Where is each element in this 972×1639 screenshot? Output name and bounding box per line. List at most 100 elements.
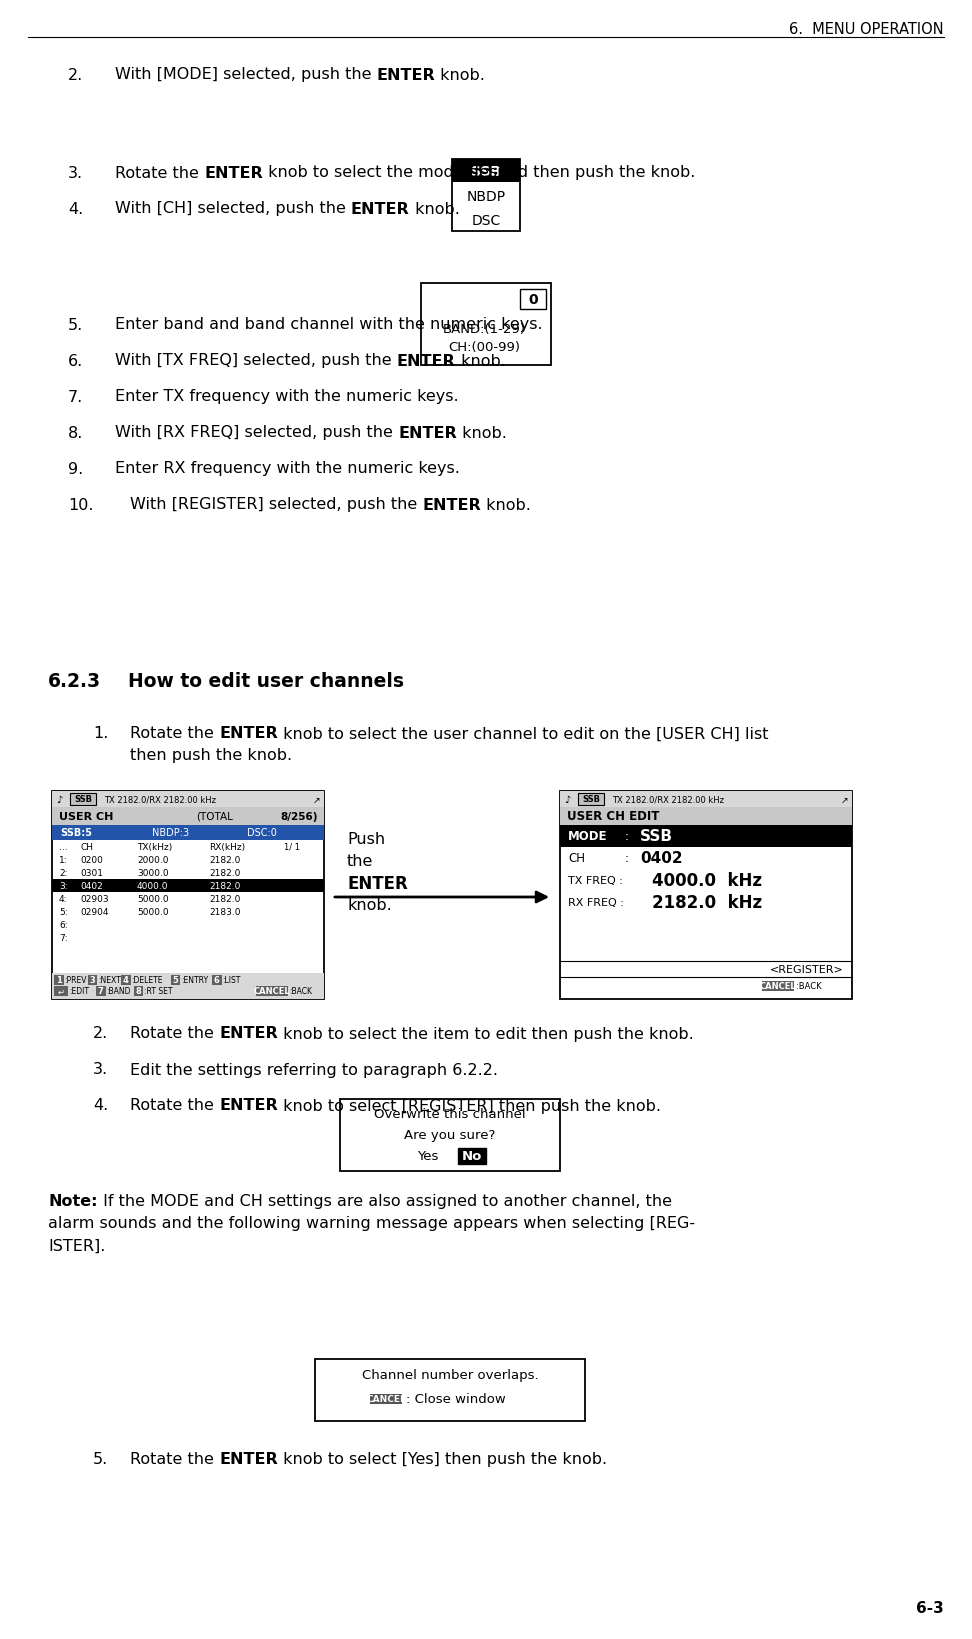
Text: BAND:(1-29): BAND:(1-29): [442, 323, 526, 336]
Text: 2182.0: 2182.0: [209, 856, 240, 864]
FancyBboxPatch shape: [560, 826, 852, 847]
Text: TX(kHz): TX(kHz): [137, 842, 172, 852]
Text: SSB: SSB: [640, 829, 673, 844]
Text: 1.: 1.: [93, 726, 108, 741]
Text: 2.: 2.: [93, 1026, 108, 1041]
FancyBboxPatch shape: [370, 1395, 402, 1405]
Text: With [TX FREQ] selected, push the: With [TX FREQ] selected, push the: [115, 354, 397, 369]
FancyBboxPatch shape: [52, 974, 324, 1000]
FancyBboxPatch shape: [52, 792, 324, 1000]
Text: ENTER: ENTER: [423, 497, 481, 511]
Text: 4: 4: [122, 975, 128, 985]
FancyBboxPatch shape: [578, 793, 604, 805]
Text: 0200: 0200: [80, 856, 103, 864]
Text: 3: 3: [89, 975, 95, 985]
FancyBboxPatch shape: [52, 792, 324, 808]
Text: :ENTRY: :ENTRY: [181, 975, 208, 985]
Text: ...: ...: [59, 842, 68, 852]
Text: With [MODE] selected, push the: With [MODE] selected, push the: [115, 67, 376, 82]
Text: ↗: ↗: [841, 795, 848, 805]
Text: If the MODE and CH settings are also assigned to another channel, the: If the MODE and CH settings are also ass…: [97, 1193, 672, 1210]
Text: 4:: 4:: [59, 895, 67, 903]
Text: 7:: 7:: [59, 934, 68, 942]
Text: ENTER: ENTER: [204, 166, 262, 180]
Text: knob.: knob.: [435, 67, 485, 82]
Text: :RT SET: :RT SET: [144, 987, 172, 997]
Text: knob to select [REGISTER] then push the knob.: knob to select [REGISTER] then push the …: [278, 1098, 661, 1113]
Text: :BAND: :BAND: [107, 987, 131, 997]
Text: 2182.0: 2182.0: [209, 882, 240, 890]
Text: :NEXT: :NEXT: [98, 975, 121, 985]
Text: 4000.0: 4000.0: [137, 882, 168, 890]
Text: 0402: 0402: [80, 882, 103, 890]
Text: :BACK: :BACK: [289, 987, 312, 997]
Text: (TOTAL: (TOTAL: [196, 811, 233, 821]
Text: 5:: 5:: [59, 908, 68, 916]
FancyBboxPatch shape: [458, 1149, 486, 1164]
FancyBboxPatch shape: [560, 792, 852, 1000]
Text: ENTER: ENTER: [398, 425, 457, 441]
Text: 8.: 8.: [68, 425, 84, 441]
Text: 8: 8: [135, 987, 141, 997]
Text: 3.: 3.: [68, 166, 84, 180]
Text: 1: 1: [55, 975, 61, 985]
Text: ♪: ♪: [56, 795, 62, 805]
Text: 6.: 6.: [68, 354, 84, 369]
Text: ENTER: ENTER: [397, 354, 456, 369]
Text: :: :: [625, 829, 629, 842]
Text: SSB: SSB: [582, 795, 600, 805]
Text: ISTER].: ISTER].: [48, 1237, 105, 1252]
Text: :LIST: :LIST: [223, 975, 241, 985]
FancyBboxPatch shape: [340, 1100, 560, 1172]
Text: DSC: DSC: [471, 213, 501, 228]
Text: 4.: 4.: [93, 1098, 108, 1113]
Text: 0: 0: [528, 293, 538, 306]
Text: <REGISTER>: <REGISTER>: [770, 964, 844, 975]
Text: ENTER: ENTER: [351, 202, 410, 216]
FancyBboxPatch shape: [52, 880, 324, 893]
Text: 2182.0: 2182.0: [209, 869, 240, 877]
Text: 1/ 1: 1/ 1: [284, 842, 300, 852]
Text: 2183.0: 2183.0: [209, 908, 240, 916]
FancyBboxPatch shape: [212, 975, 222, 985]
Text: knob.: knob.: [457, 425, 506, 441]
Text: How to edit user channels: How to edit user channels: [128, 672, 404, 692]
Text: TX 2182.0/RX 2182.00 kHz: TX 2182.0/RX 2182.00 kHz: [104, 795, 216, 805]
Text: Rotate the: Rotate the: [130, 1452, 219, 1467]
Text: MODE: MODE: [568, 829, 608, 842]
Text: knob to select [Yes] then push the knob.: knob to select [Yes] then push the knob.: [278, 1452, 607, 1467]
Text: SSB: SSB: [74, 795, 92, 805]
Text: 5.: 5.: [93, 1452, 108, 1467]
FancyBboxPatch shape: [256, 987, 288, 997]
Text: 02903: 02903: [80, 895, 109, 903]
Text: Edit the settings referring to paragraph 6.2.2.: Edit the settings referring to paragraph…: [130, 1062, 498, 1077]
Text: 2.: 2.: [68, 67, 84, 82]
Text: Enter band and band channel with the numeric keys.: Enter band and band channel with the num…: [115, 318, 542, 333]
Text: No: No: [462, 1151, 482, 1162]
FancyBboxPatch shape: [52, 808, 324, 826]
Text: ENTER: ENTER: [219, 1026, 278, 1041]
Text: :PREV: :PREV: [64, 975, 87, 985]
Text: 7: 7: [98, 987, 104, 997]
Text: SSB: SSB: [471, 164, 501, 179]
Text: NBDP: NBDP: [467, 190, 505, 203]
Text: knob.: knob.: [410, 202, 460, 216]
Text: knob to select the item to edit then push the knob.: knob to select the item to edit then pus…: [278, 1026, 693, 1041]
Text: 3000.0: 3000.0: [137, 869, 168, 877]
Text: TX 2182.0/RX 2182.00 kHz: TX 2182.0/RX 2182.00 kHz: [612, 795, 724, 805]
Text: ENTER: ENTER: [219, 1098, 278, 1113]
Text: With [REGISTER] selected, push the: With [REGISTER] selected, push the: [130, 497, 423, 511]
Text: 4.: 4.: [68, 202, 84, 216]
Text: 6.2.3: 6.2.3: [48, 672, 101, 692]
Text: :BACK: :BACK: [796, 982, 821, 992]
Text: :EDIT: :EDIT: [69, 987, 89, 997]
Text: With [RX FREQ] selected, push the: With [RX FREQ] selected, push the: [115, 425, 398, 441]
FancyBboxPatch shape: [452, 161, 520, 184]
Text: ENTER: ENTER: [219, 1452, 278, 1467]
Text: 6.  MENU OPERATION: 6. MENU OPERATION: [789, 21, 944, 38]
Text: knob to select the mode desired then push the knob.: knob to select the mode desired then pus…: [262, 166, 695, 180]
Text: 5000.0: 5000.0: [137, 895, 168, 903]
Text: ENTER: ENTER: [376, 67, 435, 82]
Text: NBDP:3: NBDP:3: [152, 828, 190, 838]
Text: Yes: Yes: [417, 1151, 438, 1162]
